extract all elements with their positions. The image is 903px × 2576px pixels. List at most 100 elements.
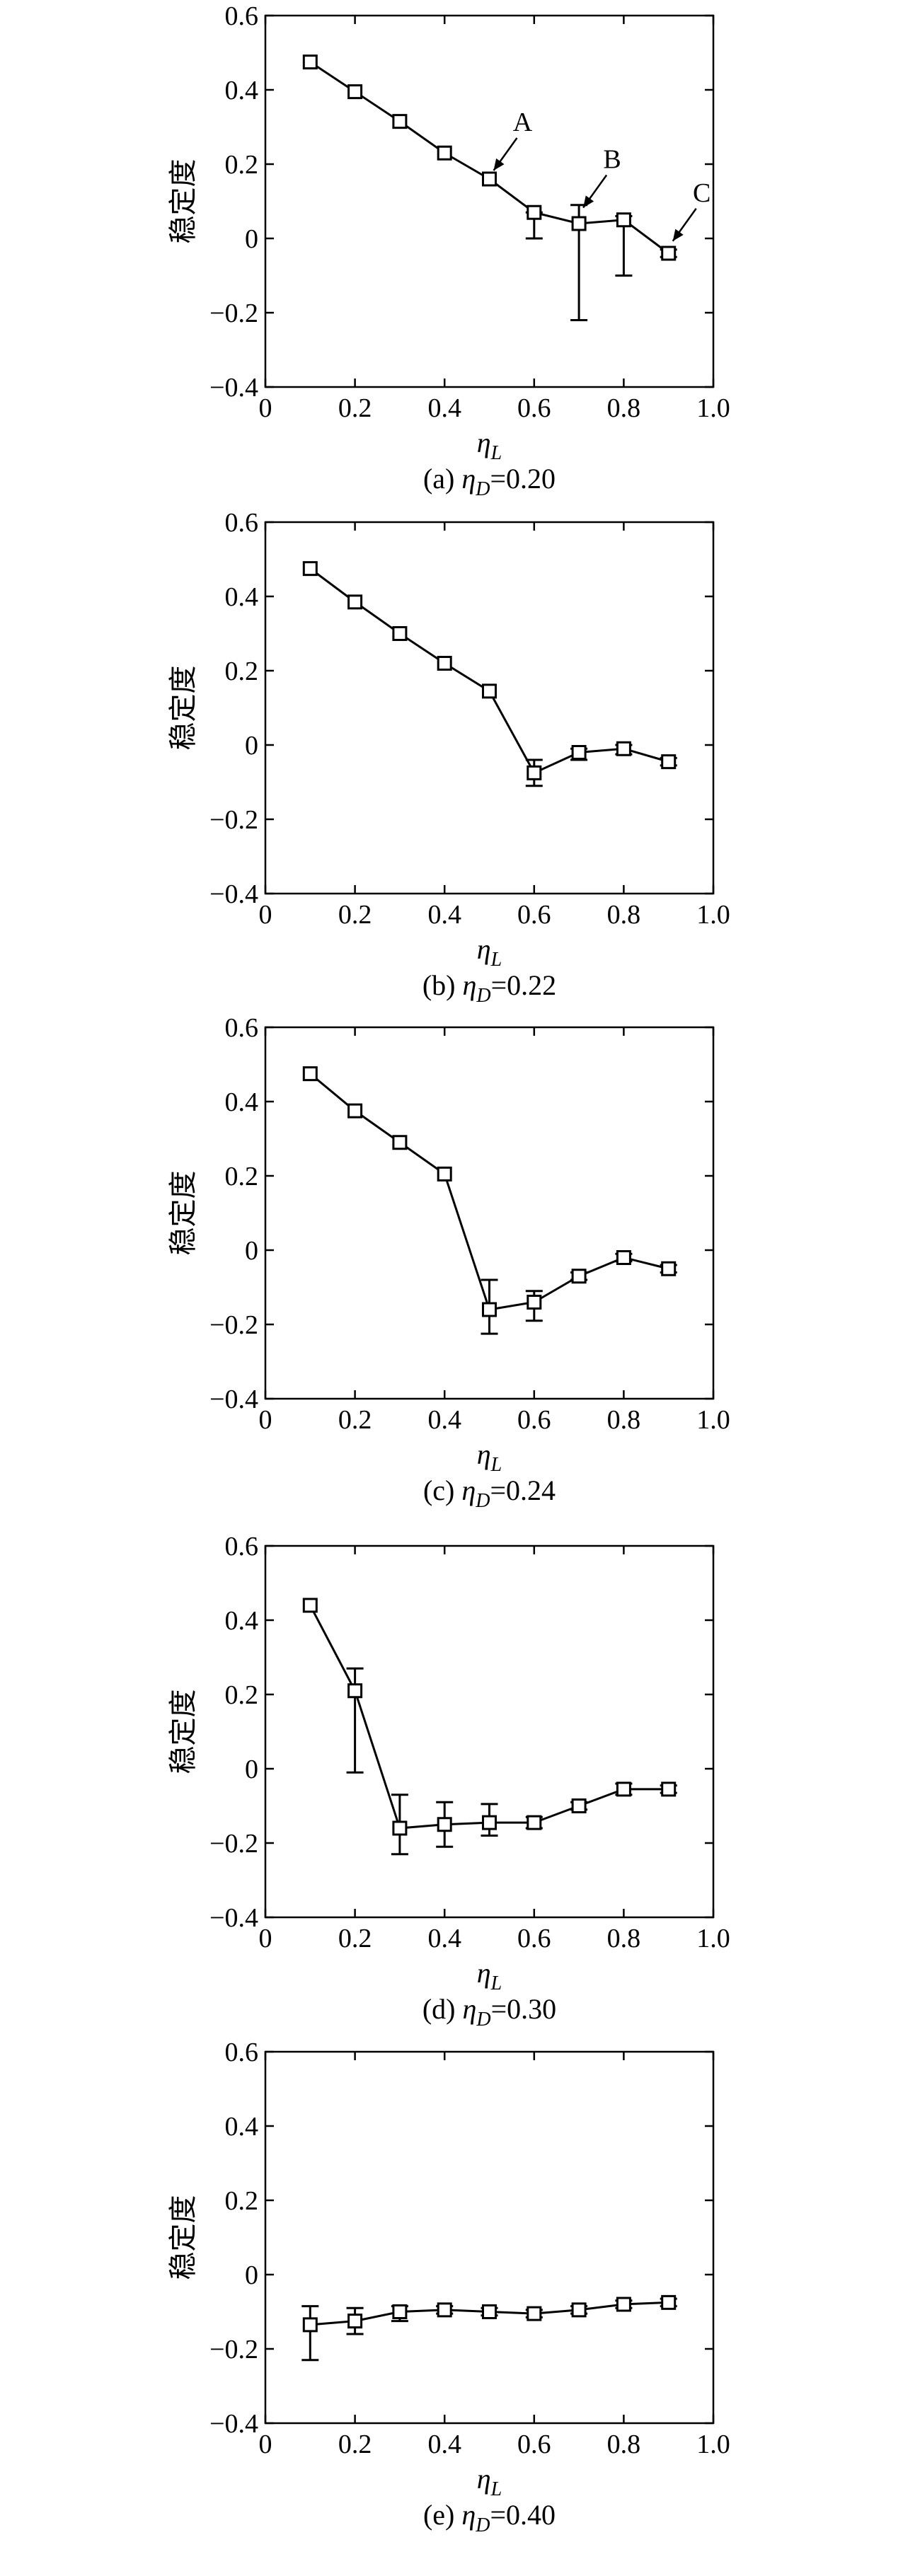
data-point: [437, 2302, 452, 2318]
y-tick-label: −0.4: [209, 1385, 258, 1414]
x-tick-label: 0.4: [427, 900, 461, 930]
y-tick-label: 0.6: [225, 2038, 259, 2067]
x-tick-label: 0: [259, 393, 272, 423]
x-tick-label: 0.8: [607, 1405, 641, 1435]
data-point: [347, 1103, 363, 1119]
x-tick-label: 0.6: [517, 1924, 551, 1953]
x-tick-label: 0.2: [338, 900, 372, 930]
x-tick-label: 1.0: [696, 1924, 730, 1953]
panel-caption: (c) ηD=0.24: [423, 1474, 556, 1512]
y-tick-label: −0.4: [209, 1903, 258, 1933]
y-tick-label: 0.2: [225, 2186, 259, 2216]
x-tick-label: 0: [259, 1405, 272, 1435]
data-point: [571, 1269, 587, 1284]
y-tick-label: −0.2: [209, 299, 258, 328]
data-point: [527, 1815, 542, 1830]
y-axis-label: 稳定度: [167, 2195, 200, 2280]
x-tick-label: 0.4: [427, 2430, 461, 2459]
x-tick-label: 0.2: [338, 393, 372, 423]
y-tick-label: 0: [245, 731, 258, 761]
y-tick-label: −0.4: [209, 373, 258, 403]
data-point: [437, 145, 452, 161]
error-bar: [301, 2305, 319, 2362]
x-axis-label: ηL: [477, 2463, 502, 2500]
data-point: [437, 1166, 452, 1182]
plot-frame: [264, 2050, 715, 2425]
x-tick-label: 0: [259, 900, 272, 930]
x-tick-label: 0.8: [607, 393, 641, 423]
data-point: [347, 1683, 363, 1699]
y-tick-label: 0.2: [225, 150, 259, 180]
data-point: [616, 212, 631, 228]
data-point: [392, 1820, 408, 1836]
x-tick-label: 0.2: [338, 1924, 372, 1953]
y-tick-label: 0.2: [225, 1680, 259, 1710]
y-tick-label: −0.4: [209, 879, 258, 909]
y-tick-label: 0: [245, 1755, 258, 1784]
y-tick-label: 0.4: [225, 2112, 259, 2142]
annotation: C: [672, 178, 711, 242]
data-point: [616, 1781, 631, 1797]
y-tick-label: 0.6: [225, 508, 259, 538]
annotation: B: [582, 145, 621, 209]
data-point: [347, 594, 363, 610]
x-tick-label: 0.4: [427, 393, 461, 423]
x-tick-label: 1.0: [696, 2430, 730, 2459]
x-tick-label: 0.2: [338, 1405, 372, 1435]
data-point: [482, 2304, 497, 2319]
data-point: [392, 2304, 408, 2319]
y-axis-label: 稳定度: [167, 1690, 200, 1774]
chart-panel: −0.4 −0.2 0 0.2 0.4 0.6 0 0.2 0.4 0.6 0.8 1.0 稳定度 ηL(…: [167, 2038, 730, 2536]
data-point: [482, 683, 497, 699]
data-point: [437, 656, 452, 671]
data-point: [661, 2294, 677, 2310]
y-axis-label: 稳定度: [167, 159, 200, 244]
data-point: [302, 54, 318, 70]
x-tick-label: 0.6: [517, 1405, 551, 1435]
y-tick-label: 0.6: [225, 1013, 259, 1043]
data-point: [527, 2306, 542, 2321]
panel-caption: (d) ηD=0.30: [422, 1993, 556, 2031]
x-axis-label: ηL: [477, 933, 502, 971]
y-tick-label: 0.4: [225, 1087, 259, 1117]
x-tick-label: 0.6: [517, 393, 551, 423]
y-tick-label: 0.2: [225, 657, 259, 686]
x-axis-label: ηL: [477, 427, 502, 464]
data-point: [527, 204, 542, 220]
data-point: [482, 171, 497, 187]
x-tick-label: 0.8: [607, 1924, 641, 1953]
y-tick-label: −0.2: [209, 1829, 258, 1859]
x-tick-label: 0.6: [517, 900, 551, 930]
panel-caption: (b) ηD=0.22: [422, 969, 556, 1007]
x-tick-label: 0: [259, 1924, 272, 1953]
y-tick-label: 0.4: [225, 76, 259, 105]
x-tick-label: 1.0: [696, 1405, 730, 1435]
data-point: [616, 2297, 631, 2312]
x-tick-label: 0.8: [607, 2430, 641, 2459]
y-tick-label: 0.6: [225, 1532, 259, 1561]
annotation: A: [493, 108, 533, 171]
data-point: [571, 1798, 587, 1813]
x-tick-label: 0: [259, 2430, 272, 2459]
x-axis-label: ηL: [477, 1957, 502, 1994]
y-tick-label: 0.4: [225, 1606, 259, 1636]
panel-caption: (a) ηD=0.20: [423, 463, 556, 500]
chart-panel: −0.4 −0.2 0 0.2 0.4 0.6 0 0.2 0.4 0.6 0.8 1.0 稳定度 ηL(…: [167, 1013, 730, 1512]
data-point: [527, 1295, 542, 1310]
data-point: [302, 1598, 318, 1613]
series-line: [309, 1073, 669, 1311]
annotation-label: C: [693, 178, 711, 208]
data-point: [661, 1261, 677, 1276]
y-tick-label: 0: [245, 1236, 258, 1266]
data-point: [616, 741, 631, 756]
annotation-label: A: [513, 108, 533, 137]
annotation-label: B: [603, 145, 621, 175]
x-tick-label: 1.0: [696, 393, 730, 423]
plot-frame: [264, 521, 715, 895]
y-tick-label: −0.2: [209, 1310, 258, 1340]
data-point: [571, 216, 587, 231]
chart-panel: −0.4 −0.2 0 0.2 0.4 0.6 0 0.2 0.4 0.6 0.8 1.0 稳定度 ηL(…: [167, 1532, 730, 2031]
y-tick-label: 0.4: [225, 582, 259, 612]
y-tick-label: 0.2: [225, 1162, 259, 1191]
data-point: [392, 626, 408, 641]
